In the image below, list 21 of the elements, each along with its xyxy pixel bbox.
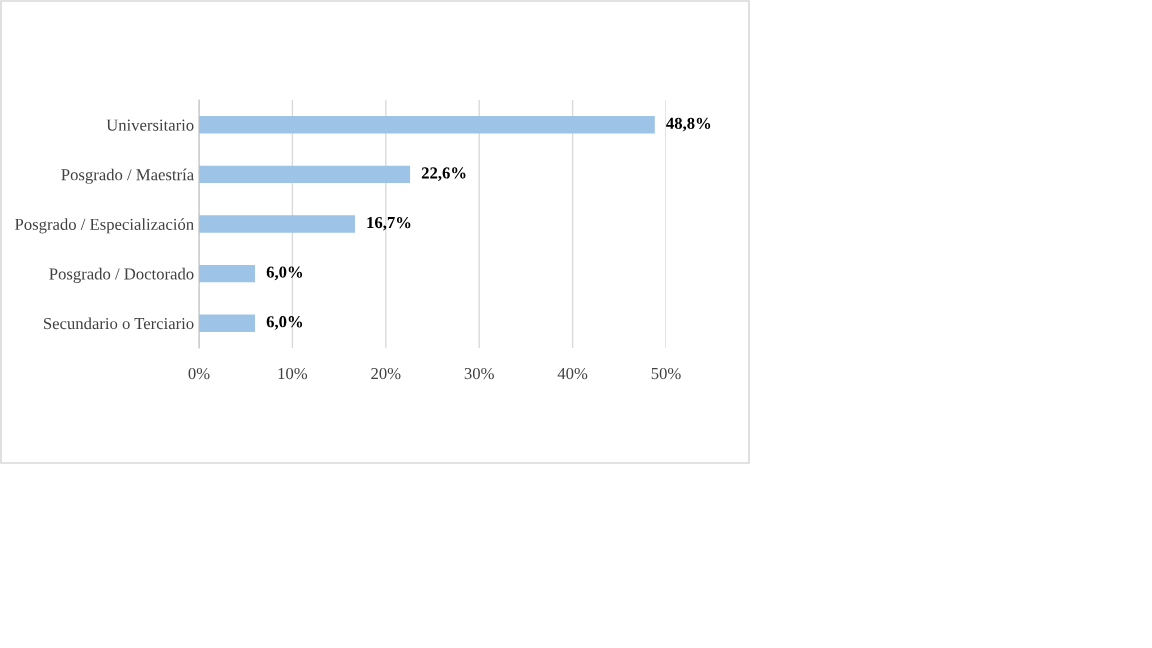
data-label: 48,8% bbox=[666, 117, 711, 132]
bar bbox=[199, 165, 411, 184]
data-label: 16,7% bbox=[367, 216, 411, 231]
data-label: 6,0% bbox=[266, 266, 303, 281]
y-tick-label: Universitario bbox=[106, 119, 194, 131]
x-tick-label: 40% bbox=[557, 367, 588, 380]
y-tick-label: Secundario o Terciario bbox=[44, 317, 194, 330]
x-tick-label: 0% bbox=[188, 367, 210, 380]
bar bbox=[199, 116, 655, 134]
bar bbox=[199, 215, 355, 233]
x-tick-label: 10% bbox=[278, 367, 308, 380]
bar bbox=[199, 314, 256, 332]
data-label: 6,0% bbox=[266, 316, 303, 330]
x-tick-label: 30% bbox=[464, 367, 494, 380]
data-label: 22,6% bbox=[421, 167, 466, 181]
x-tick-label: 20% bbox=[371, 367, 401, 380]
bar bbox=[199, 264, 256, 283]
y-tick-label: Posgrado / Maestría bbox=[61, 168, 194, 184]
y-tick-label: Posgrado / Especialización bbox=[15, 218, 194, 234]
x-tick-label: 50% bbox=[651, 367, 681, 380]
y-tick-label: Posgrado / Doctorado bbox=[49, 267, 194, 283]
